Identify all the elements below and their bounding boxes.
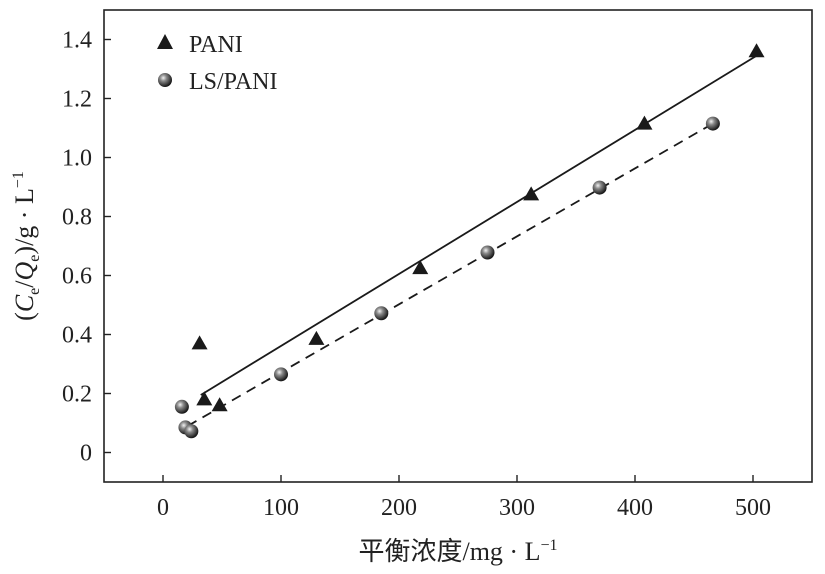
ls-pani-data-point xyxy=(480,245,495,260)
legend-item-pani: PANI xyxy=(157,32,243,58)
x-axis-label: 平衡浓度/mg · L−1 xyxy=(358,537,557,566)
ls-pani-data-point xyxy=(274,367,288,382)
y-tick-label: 0.8 xyxy=(62,205,92,231)
y-axis: 0 0.2 0.4 0.6 0.8 1.0 1.2 1.4 xyxy=(62,28,111,467)
y-tick-label: 0.2 xyxy=(62,382,92,408)
ls-pani-data-point xyxy=(184,424,199,439)
y-tick-label: 0 xyxy=(80,441,92,467)
y-tick-label: 1.2 xyxy=(62,87,92,113)
ls-pani-fit-line xyxy=(187,122,714,427)
legend-item-ls-pani: LS/PANI xyxy=(158,69,277,95)
y-axis-label: (Ce/Qe)/g · L−1 xyxy=(10,171,43,321)
data-markers xyxy=(174,43,765,439)
legend-label-pani: PANI xyxy=(189,32,243,58)
pani-data-point xyxy=(308,330,325,345)
y-tick-label: 1.4 xyxy=(62,28,92,54)
triangle-marker-icon xyxy=(157,34,173,49)
pani-data-point xyxy=(748,43,765,58)
x-axis: 0 100 200 300 400 500 xyxy=(157,475,771,521)
sphere-marker-icon xyxy=(158,73,172,87)
x-tick-label: 500 xyxy=(735,495,771,521)
pani-data-point xyxy=(636,115,653,130)
x-tick-label: 200 xyxy=(381,495,417,521)
x-tick-label: 300 xyxy=(499,495,535,521)
fit-lines xyxy=(187,54,758,427)
legend: PANI LS/PANI xyxy=(157,32,277,95)
pani-data-point xyxy=(523,186,540,201)
ls-pani-data-point xyxy=(592,180,607,195)
y-tick-label: 0.4 xyxy=(62,323,92,349)
plot-frame xyxy=(103,9,813,483)
pani-data-point xyxy=(196,391,213,406)
y-tick-label: 0.6 xyxy=(62,264,92,290)
ls-pani-data-point xyxy=(174,399,189,414)
y-tick-label: 1.0 xyxy=(62,146,92,172)
ls-pani-data-point xyxy=(374,306,389,321)
pani-data-point xyxy=(191,335,208,350)
ls-pani-data-point xyxy=(705,116,720,131)
legend-label-ls-pani: LS/PANI xyxy=(189,69,277,95)
pani-data-point xyxy=(412,260,429,275)
pani-fit-line xyxy=(200,54,758,396)
pani-data-point xyxy=(211,397,228,412)
plot-area xyxy=(103,9,813,483)
x-tick-label: 400 xyxy=(617,495,653,521)
x-tick-label: 0 xyxy=(157,495,169,521)
x-tick-label: 100 xyxy=(263,495,299,521)
